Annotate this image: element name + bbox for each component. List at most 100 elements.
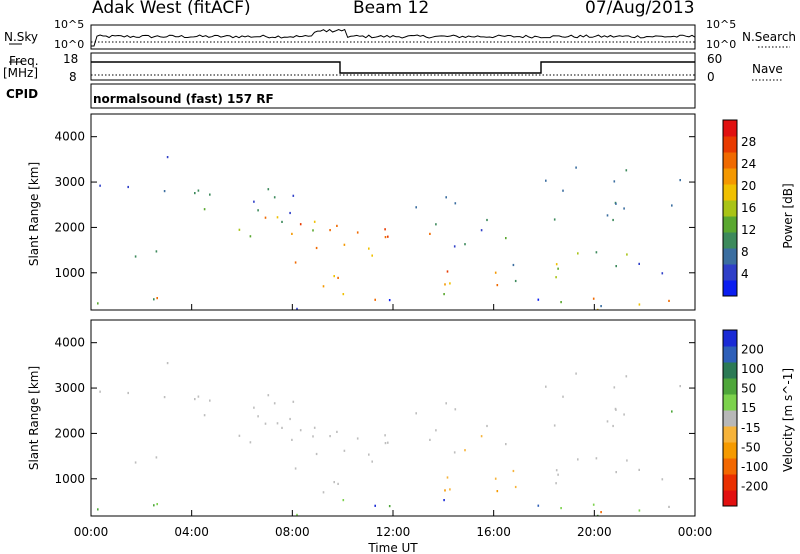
velocity-cell xyxy=(494,477,497,480)
power-cell xyxy=(486,218,488,222)
power-cell xyxy=(600,305,602,308)
velocity-cell xyxy=(292,400,295,403)
velocity-cell xyxy=(415,412,417,415)
power-cell xyxy=(276,216,279,219)
velocity-cbar-swatch xyxy=(723,378,737,395)
velocity-cbar-frame xyxy=(722,329,738,507)
power-cell xyxy=(512,263,515,267)
power-cbar-frame xyxy=(722,119,738,297)
velocity-cell xyxy=(638,468,640,471)
power-cell xyxy=(294,261,297,264)
xtick-label: 16:00 xyxy=(476,525,511,539)
power-cell xyxy=(371,254,373,257)
velocity-cell xyxy=(445,402,447,405)
power-cell xyxy=(596,308,599,310)
power-cell xyxy=(374,298,376,301)
power-cell xyxy=(671,204,673,207)
power-cbar-swatch xyxy=(723,120,737,137)
velocity-cell xyxy=(127,391,129,395)
power-ylabel: Slant Range [km] xyxy=(27,162,41,266)
velocity-cell xyxy=(342,499,345,502)
velocity-cbar-swatch xyxy=(723,346,737,363)
power-cell xyxy=(209,193,211,196)
power-cell xyxy=(281,220,283,223)
power-cbar-tick: 20 xyxy=(741,179,756,193)
power-cell xyxy=(336,224,338,227)
velocity-cell xyxy=(514,485,517,489)
power-cell xyxy=(612,218,614,222)
velocity-cell xyxy=(557,473,559,476)
velocity-cell xyxy=(343,449,346,452)
power-cell xyxy=(661,272,664,275)
velocity-cell xyxy=(429,438,431,441)
velocity-cell xyxy=(443,499,445,502)
power-cell xyxy=(384,236,387,239)
xtick-label: 00:00 xyxy=(74,525,109,539)
velocity-cell xyxy=(679,385,681,388)
velocity-cell xyxy=(257,415,259,418)
velocity-cell xyxy=(264,422,267,425)
power-cell xyxy=(623,207,625,210)
velocity-cell xyxy=(194,398,196,401)
power-cell xyxy=(449,282,451,285)
velocity-cell xyxy=(368,453,370,456)
power-cell xyxy=(606,214,609,217)
power-cell xyxy=(313,220,316,223)
velocity-cell xyxy=(296,513,298,516)
power-cbar-swatch xyxy=(723,248,737,265)
velocity-cell xyxy=(545,385,547,388)
velocity-cell xyxy=(625,375,628,378)
power-cell xyxy=(299,223,302,226)
velocity-cell xyxy=(486,424,488,428)
power-colorbar: 4 8 12 16 20 24 28 xyxy=(722,119,756,297)
power-cbar-swatch xyxy=(723,152,737,169)
power-cbar-swatch xyxy=(723,184,737,201)
velocity-cell xyxy=(166,362,169,365)
power-cell xyxy=(249,235,252,238)
velocity-cell xyxy=(615,471,617,474)
velocity-cell xyxy=(505,443,507,446)
nave-tick-top: 60 xyxy=(707,52,723,66)
velocity-colorbar: -200 -100 -50 -15 15 50 100 200 xyxy=(722,329,768,507)
power-cell xyxy=(443,293,445,296)
velocity-cell xyxy=(449,488,451,491)
velocity-cell xyxy=(612,424,614,428)
velocity-cell xyxy=(99,390,101,393)
beam-label: Beam 12 xyxy=(353,0,430,18)
power-cell xyxy=(333,275,335,278)
velocity-heatmap xyxy=(97,362,681,516)
velocity-cell xyxy=(333,481,335,484)
velocity-cell xyxy=(596,514,599,516)
power-cell xyxy=(494,271,497,274)
velocity-cbar-tick: 100 xyxy=(741,362,764,376)
nsky-tick-top: 10^5 xyxy=(54,18,85,31)
power-cell xyxy=(592,297,595,300)
power-cell xyxy=(97,302,99,305)
power-cell xyxy=(134,255,137,258)
velocity-cbar-swatch xyxy=(723,330,737,347)
power-cbar-swatch xyxy=(723,232,737,249)
velocity-cbar-swatch xyxy=(723,442,737,459)
xtick-label: 04:00 xyxy=(174,525,209,539)
power-cell xyxy=(127,185,129,189)
power-cell xyxy=(444,283,446,286)
freq-tick-bottom: 8 xyxy=(69,70,77,84)
velocity-cell xyxy=(253,406,255,409)
power-cell xyxy=(562,189,564,192)
power-cell xyxy=(197,189,200,192)
power-cell xyxy=(575,166,577,169)
power-ytick-label: 3000 xyxy=(54,175,85,189)
velocity-cell xyxy=(671,410,673,413)
power-cbar-tick: 12 xyxy=(741,223,756,237)
power-cell xyxy=(555,276,557,279)
power-cbar-tick: 16 xyxy=(741,201,756,215)
power-cbar-swatch xyxy=(723,280,737,297)
power-cbar-tick: 24 xyxy=(741,157,756,171)
power-cell xyxy=(415,206,417,209)
power-cell xyxy=(337,276,339,279)
velocity-cbar-swatch xyxy=(723,458,737,475)
power-cell xyxy=(505,237,507,240)
velocity-panel-frame xyxy=(90,319,696,517)
velocity-cell xyxy=(329,435,331,438)
power-cbar-tick: 8 xyxy=(741,245,749,259)
